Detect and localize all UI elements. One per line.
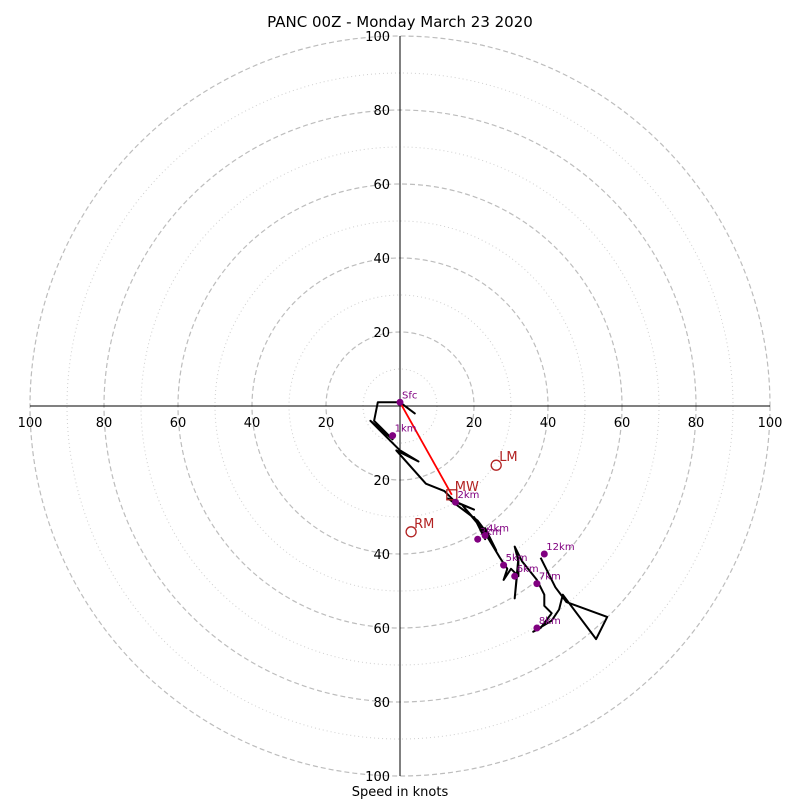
x-tick-label: 80 (688, 416, 705, 431)
y-tick-label: 80 (373, 104, 390, 119)
y-tick-label: 60 (373, 622, 390, 637)
height-marker-2km (452, 498, 459, 506)
storm-motion-mw-label: MW (455, 480, 479, 495)
height-marker-5km (500, 561, 508, 569)
height-marker-4km (481, 532, 489, 539)
height-marker-3km (474, 535, 482, 543)
x-tick-label: 80 (96, 416, 113, 431)
height-label-12km: 12km (546, 542, 574, 553)
y-tick-label: 20 (373, 474, 390, 489)
height-label-4km: 4km (487, 524, 509, 535)
x-tick-label: 40 (540, 416, 557, 431)
y-tick-label: 20 (373, 326, 390, 341)
height-label-sfc: Sfc (402, 390, 417, 401)
storm-motion-layer: LM MW RM (405, 450, 518, 538)
storm-motion-mw-marker (446, 489, 458, 501)
height-label-5km: 5km (506, 553, 528, 564)
storm-motion-lm-label: LM (499, 450, 517, 465)
x-tick-label: 20 (318, 416, 335, 431)
height-marker-6km (511, 572, 519, 580)
chart-title: PANC 00Z - Monday March 23 2020 (267, 13, 533, 31)
storm-motion-lm-marker (490, 459, 502, 471)
height-label-2km: 2km (458, 490, 480, 501)
height-label-1km: 1km (395, 424, 417, 435)
x-tick-label: 60 (170, 416, 187, 431)
x-tick-label: 100 (758, 416, 783, 431)
x-axis-label: Speed in knots (352, 785, 449, 800)
storm-motion-rm-marker (405, 526, 417, 538)
axes (30, 36, 770, 776)
height-marker-sfc (396, 398, 404, 406)
y-tick-label: 40 (373, 548, 390, 563)
x-tick-label: 40 (244, 416, 261, 431)
x-tick-label: 60 (614, 416, 631, 431)
storm-motion-rm-label: RM (414, 517, 434, 532)
hodograph-trace-layer (369, 401, 609, 641)
height-label-8km: 8km (539, 616, 561, 627)
height-marker-8km (533, 624, 541, 632)
x-tick-label: 100 (18, 416, 43, 431)
y-tick-label: 60 (373, 178, 390, 193)
y-tick-label: 40 (373, 252, 390, 267)
y-tick-label: 100 (365, 30, 390, 45)
height-marker-7km (533, 580, 541, 588)
height-marker-1km (389, 432, 397, 440)
height-label-6km: 6km (517, 564, 539, 575)
x-tick-label: 20 (466, 416, 483, 431)
height-label-3km: 3km (480, 527, 502, 538)
hodograph-trace (369, 401, 609, 641)
y-tick-label: 100 (365, 770, 390, 785)
mean-wind-vector (399, 401, 453, 496)
height-marker-12km (540, 550, 548, 558)
y-tick-label: 80 (373, 696, 390, 711)
height-label-7km: 7km (539, 572, 561, 583)
tick-labels: 100 80 60 40 20 20 40 60 80 100 100 80 60 40 20 20 40 60 8… (18, 30, 783, 785)
